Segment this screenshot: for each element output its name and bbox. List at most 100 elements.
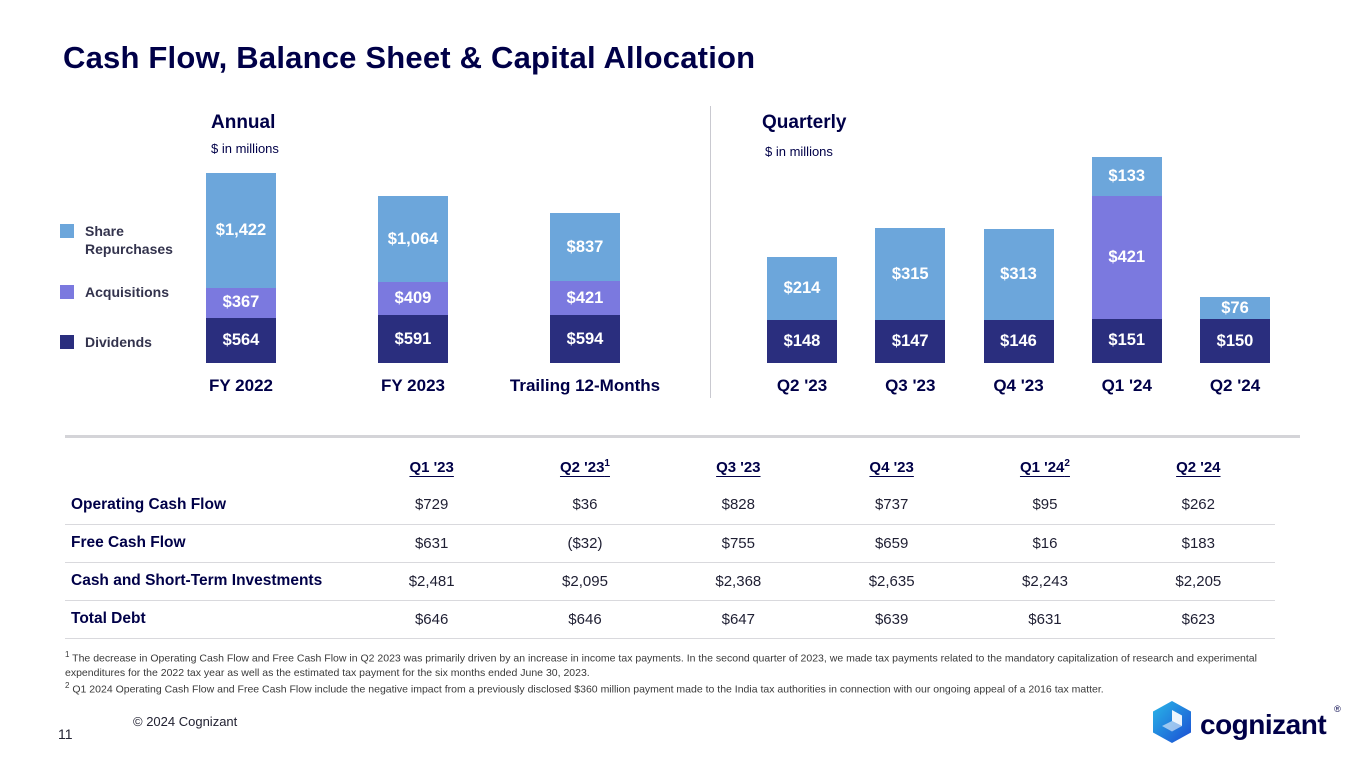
annual-chart-subtitle: $ in millions: [211, 141, 279, 156]
bar-segment-acquisitions: $421: [1091, 195, 1162, 319]
bar-segment-dividends: $148: [767, 319, 837, 363]
bar-value-label: $591: [394, 329, 432, 348]
legend-item-share-repurchases: Share Repurchases: [60, 222, 185, 258]
bar-value-label: $148: [783, 331, 821, 350]
bar-q2-24: $76 $150 Q2 '24: [1200, 297, 1270, 395]
table-cell: $262: [1181, 496, 1215, 514]
table-row: Total Debt $646 $646 $647 $639 $631 $623: [65, 600, 1275, 638]
table-row: Free Cash Flow $631 ($32) $755 $659 $16 $183: [65, 524, 1275, 562]
bar-segment-acquisitions: $367: [206, 287, 276, 318]
bar-fy-2022: $1,422 $367 $564 FY 2022: [206, 173, 276, 395]
bar-category-label: FY 2022: [209, 376, 273, 395]
table-cell: $2,368: [715, 572, 762, 590]
quarterly-stacked-bar-chart: $214 $148 Q2 '23 $315 $147 Q3 '23 $313 $146 Q4 '…: [767, 150, 1270, 395]
table-cell: $36: [572, 496, 598, 514]
bar-category-label: Q1 '24: [1101, 376, 1152, 395]
bar-segment-dividends: $151: [1091, 318, 1162, 363]
table-cell: $183: [1181, 534, 1215, 552]
table-column-header: Q1 '242: [1019, 458, 1070, 476]
bar-segment-acquisitions: $409: [378, 282, 448, 316]
table-row: Cash and Short-Term Investments $2,481 $2,…: [65, 562, 1275, 600]
table-cell: $639: [874, 610, 909, 628]
bar-value-label: $421: [1108, 247, 1146, 266]
bar-value-label: $147: [891, 332, 929, 350]
registered-mark: ®: [1334, 704, 1341, 714]
annual-chart-title: Annual: [211, 112, 276, 133]
table-row-label: Free Cash Flow: [71, 534, 186, 551]
bar-value-label: $1,422: [215, 221, 267, 239]
bar-segment-dividends: $594: [550, 315, 620, 363]
table-cell: $646: [414, 610, 449, 628]
bar-category-label: Q2 '24: [1209, 376, 1261, 395]
table-cell: $2,635: [868, 572, 915, 590]
bar-fy-2023: $1,064 $409 $591 FY 2023: [378, 196, 448, 395]
table-row-label: Cash and Short-Term Investments: [71, 572, 323, 589]
bar-category-label: Q3 '23: [885, 376, 936, 395]
bar-category-label: Q4 '23: [993, 376, 1044, 395]
bar-value-label: $146: [1000, 332, 1037, 351]
legend-label: Dividends: [85, 334, 152, 350]
table-column-header: Q2 '24: [1176, 459, 1221, 476]
table-cell: $737: [874, 496, 909, 514]
table-column-header: Q4 '23: [869, 459, 914, 476]
footnote-2: 2 Q1 2024 Operating Cash Flow and Free C…: [65, 681, 1104, 696]
table-cell: ($32): [567, 534, 603, 552]
bar-segment-dividends: $147: [875, 320, 946, 363]
table-header-row: Q1 '23 Q2 '231 Q3 '23 Q4 '23 Q1 '242 Q2 '24: [65, 440, 1275, 486]
bar-segment-share-repurchases: $315: [875, 228, 946, 320]
table-cell: $2,243: [1022, 572, 1068, 590]
bar-segment-share-repurchases: $133: [1091, 157, 1162, 196]
table-cell: $828: [721, 496, 755, 514]
bar-value-label: $76: [1221, 298, 1249, 317]
table-column-header: Q2 '231: [559, 458, 610, 476]
bar-segment-share-repurchases: $313: [983, 228, 1054, 321]
bar-value-label: $214: [783, 279, 821, 298]
table-cell: $2,205: [1175, 572, 1222, 590]
bar-category-label: Trailing 12-Months: [509, 376, 661, 395]
table-corner-cell: [65, 440, 355, 486]
table-cell: $2,095: [562, 572, 608, 590]
legend-label: Acquisitions: [85, 284, 170, 300]
chart-divider: [710, 106, 711, 398]
bar-value-label: $421: [566, 288, 604, 307]
bar-value-label: $315: [891, 264, 929, 283]
financial-metrics-table: Q1 '23 Q2 '231 Q3 '23 Q4 '23 Q1 '242 Q2 '24 O…: [65, 440, 1275, 639]
bar-trailing-12-months: $837 $421 $594 Trailing 12-Months: [510, 213, 660, 395]
bar-value-label: $564: [222, 330, 260, 349]
table-row-label: Total Debt: [71, 610, 146, 627]
cognizant-logo-icon: [1152, 700, 1192, 749]
bar-value-label: $313: [1000, 265, 1037, 284]
bar-q4-23: $313 $146 Q4 '23: [983, 228, 1054, 395]
bar-value-label: $133: [1108, 166, 1146, 185]
footnote-1: 1 The decrease in Operating Cash Flow an…: [65, 650, 1257, 679]
footnotes: 1 The decrease in Operating Cash Flow an…: [65, 649, 1315, 697]
bar-value-label: $151: [1108, 331, 1146, 350]
bar-value-label: $594: [566, 329, 604, 348]
page-number: 11: [58, 726, 73, 742]
bar-category-label: Q2 '23: [776, 376, 828, 395]
table-cell: $631: [1028, 610, 1062, 628]
legend-item-dividends: Dividends: [60, 333, 185, 351]
table-cell: $647: [721, 610, 755, 628]
acquisitions-swatch: [60, 285, 74, 299]
bar-segment-share-repurchases: $1,422: [206, 173, 276, 288]
table-cell: $95: [1032, 496, 1058, 514]
annual-stacked-bar-chart: $1,422 $367 $564 FY 2022 $1,064 $409 $591 FY 20…: [206, 150, 660, 395]
cognizant-wordmark: cognizant: [1200, 708, 1327, 740]
bar-segment-share-repurchases: $76: [1200, 297, 1270, 320]
page-title: Cash Flow, Balance Sheet & Capital Alloc…: [63, 40, 756, 75]
bar-category-label: FY 2023: [381, 376, 445, 395]
table-cell: $623: [1181, 610, 1215, 628]
bar-q3-23: $315 $147 Q3 '23: [875, 228, 946, 395]
bar-segment-share-repurchases: $214: [767, 257, 837, 320]
table-cell: $631: [414, 534, 449, 552]
table-cell: $16: [1032, 534, 1058, 552]
table-cell: $659: [874, 534, 909, 552]
bar-value-label: $150: [1216, 331, 1254, 350]
bar-segment-dividends: $146: [983, 320, 1054, 363]
bar-segment-share-repurchases: $1,064: [378, 196, 448, 283]
table-cell: $729: [414, 496, 449, 514]
bar-segment-dividends: $564: [206, 317, 276, 363]
quarterly-chart-title: Quarterly: [762, 112, 847, 133]
